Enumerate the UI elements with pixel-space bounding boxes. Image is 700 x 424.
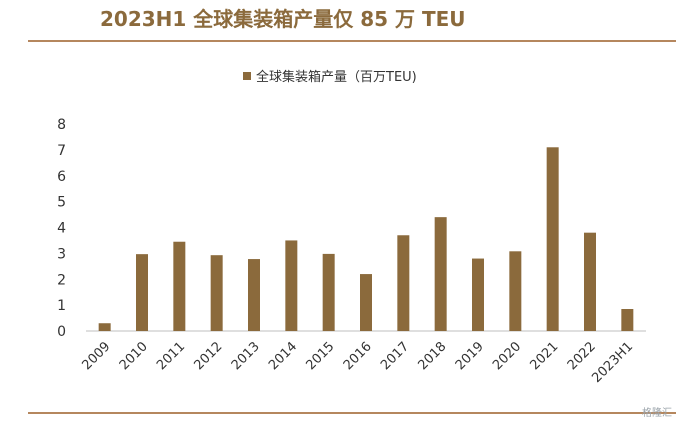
y-tick-label: 2 [57, 272, 66, 288]
x-tick-label: 2014 [266, 339, 300, 373]
chart-legend: 全球集装箱产量（百万TEU) [243, 69, 417, 85]
bar-2014 [285, 240, 298, 331]
x-tick-label: 2018 [415, 339, 449, 373]
y-tick-label: 0 [57, 324, 66, 340]
bar-2019 [472, 258, 484, 331]
bar-2013 [248, 259, 260, 331]
y-tick-label: 4 [57, 221, 66, 237]
bar-2015 [322, 253, 335, 331]
bar-2012 [210, 255, 223, 331]
x-tick-label: 2022 [565, 339, 599, 373]
bar-2016 [360, 274, 372, 331]
x-axis: 2009 2010 2011 2012 2013 2014 2015 2016 2017 2018… [79, 339, 636, 386]
x-tick-label: 2023H1 [589, 339, 636, 386]
bar-2011 [173, 241, 186, 331]
watermark: 格隆汇 [642, 408, 672, 419]
legend-swatch [243, 72, 251, 80]
y-tick-label: 8 [57, 117, 66, 133]
x-tick-label: 2013 [229, 339, 263, 373]
y-tick-label: 5 [57, 195, 66, 211]
bar-2009 [98, 323, 111, 331]
bars [98, 147, 634, 331]
title-divider [28, 40, 676, 42]
legend-label: 全球集装箱产量（百万TEU) [256, 69, 417, 85]
bar-2010 [136, 254, 148, 331]
bar-2021 [546, 147, 559, 331]
bar-2020 [509, 251, 522, 331]
bar-2018 [434, 217, 447, 331]
y-tick-label: 1 [57, 298, 66, 314]
x-tick-label: 2019 [453, 339, 487, 373]
x-tick-label: 2021 [527, 339, 561, 373]
y-tick-label: 6 [57, 169, 66, 185]
x-tick-label: 2009 [79, 339, 113, 373]
y-tick-label: 3 [57, 246, 66, 262]
page-title: 2023H1 全球集装箱产量仅 85 万 TEU [100, 7, 466, 31]
bar-2017 [397, 235, 410, 331]
x-tick-label: 2011 [154, 339, 188, 373]
x-tick-label: 2012 [191, 339, 225, 373]
x-tick-label: 2017 [378, 339, 412, 373]
x-tick-label: 2015 [303, 339, 337, 373]
footer-divider [28, 412, 676, 414]
y-axis: 0 1 2 3 4 5 6 7 8 [57, 117, 66, 340]
x-tick-label: 2020 [490, 339, 524, 373]
bar-2023H1 [621, 309, 634, 331]
y-tick-label: 7 [57, 143, 66, 159]
x-tick-label: 2010 [117, 339, 151, 373]
bar-2022 [584, 232, 596, 331]
x-tick-label: 2016 [341, 339, 375, 373]
